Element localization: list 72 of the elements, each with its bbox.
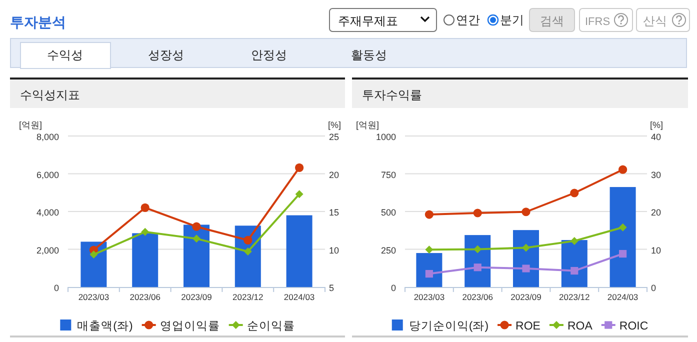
x-tick-label: 2023/12 bbox=[232, 292, 264, 302]
legend-label: 영업이익률 bbox=[160, 320, 220, 332]
y2-tick-label: 15 bbox=[329, 208, 340, 218]
x-tick-label: 2023/09 bbox=[181, 292, 212, 302]
y-tick-label: 0 bbox=[54, 283, 59, 293]
bar bbox=[132, 233, 158, 287]
point bbox=[473, 208, 482, 218]
legend-label: ROIC bbox=[619, 320, 648, 332]
bar bbox=[416, 253, 442, 287]
x-tick-label: 2023/06 bbox=[130, 292, 161, 302]
point bbox=[570, 188, 579, 198]
y-tick-label: 500 bbox=[380, 208, 396, 218]
y2-tick-label: 5 bbox=[329, 283, 334, 293]
point bbox=[192, 222, 201, 231]
y2-tick-label: 40 bbox=[651, 132, 662, 142]
x-tick-label: 2023/12 bbox=[559, 292, 590, 302]
point bbox=[570, 266, 578, 275]
bar bbox=[80, 242, 107, 287]
point bbox=[570, 236, 578, 245]
bar bbox=[184, 224, 210, 287]
y2-tick-label: 20 bbox=[651, 208, 662, 218]
y2-tick-label: 10 bbox=[329, 245, 340, 256]
y2-tick-label: 30 bbox=[651, 170, 662, 180]
y-tick-label: 2,000 bbox=[36, 245, 59, 256]
chart-title: 투자수익률 bbox=[362, 88, 422, 102]
y-tick-label: 1000 bbox=[376, 132, 396, 142]
point bbox=[295, 190, 304, 198]
y-tick-label: 750 bbox=[380, 170, 396, 180]
legend-label: ROE bbox=[516, 320, 541, 332]
point bbox=[474, 245, 482, 254]
x-tick-label: 2024/03 bbox=[607, 292, 638, 302]
y-tick-label: 250 bbox=[380, 245, 396, 256]
point bbox=[522, 208, 530, 216]
point bbox=[425, 246, 434, 254]
point bbox=[618, 165, 628, 174]
y-tick-label: 4,000 bbox=[36, 208, 59, 218]
point bbox=[140, 203, 150, 212]
point bbox=[141, 228, 150, 236]
point bbox=[619, 250, 627, 258]
x-tick-label: 2023/03 bbox=[78, 292, 110, 302]
x-tick-label: 2024/03 bbox=[284, 292, 315, 302]
y2-tick-label: 10 bbox=[651, 245, 662, 256]
bar bbox=[610, 187, 636, 287]
legend-label: ROA bbox=[567, 320, 593, 332]
point bbox=[244, 236, 252, 244]
legend-label: 매출액(좌) bbox=[77, 320, 133, 332]
y-tick-label: 8,000 bbox=[36, 132, 59, 142]
point bbox=[295, 163, 304, 172]
legend-label: 순이익률 bbox=[246, 320, 295, 332]
point bbox=[474, 264, 482, 272]
legend-label: 당기순이익(좌) bbox=[408, 320, 489, 332]
y-axis-title: [억원] bbox=[356, 120, 380, 130]
point bbox=[192, 234, 200, 243]
y2-tick-label: 25 bbox=[329, 132, 340, 142]
chart-title: 수익성지표 bbox=[20, 88, 80, 102]
x-tick-label: 2023/09 bbox=[510, 292, 542, 302]
point bbox=[90, 250, 98, 259]
y2-axis-title: [%] bbox=[328, 120, 342, 130]
x-tick-label: 2023/06 bbox=[462, 292, 494, 302]
y2-axis-title: [%] bbox=[650, 120, 664, 130]
y2-tick-label: 0 bbox=[651, 283, 656, 293]
point bbox=[424, 210, 434, 219]
point bbox=[522, 244, 530, 252]
point bbox=[244, 248, 252, 256]
y-tick-label: 6,000 bbox=[36, 170, 59, 180]
y-tick-label: 0 bbox=[390, 283, 396, 293]
point bbox=[522, 264, 530, 272]
y2-tick-label: 20 bbox=[329, 170, 340, 180]
x-tick-label: 2023/03 bbox=[414, 292, 445, 302]
y-axis-title: [억원] bbox=[19, 120, 42, 130]
point bbox=[618, 223, 627, 232]
bar bbox=[286, 215, 312, 287]
